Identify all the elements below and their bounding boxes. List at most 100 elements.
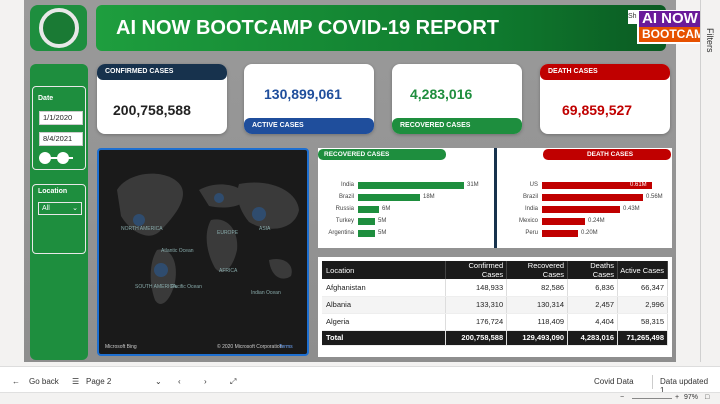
zoom-out-icon[interactable]: − (620, 394, 625, 401)
bar-row[interactable]: India 0.43M (525, 205, 652, 214)
bar-category-label: Brazil (522, 194, 538, 200)
fit-page-icon[interactable]: □ (705, 394, 710, 401)
bar[interactable] (542, 182, 652, 189)
bar-row[interactable]: Peru 0.20M (525, 229, 652, 238)
col-active[interactable]: Active Cases (617, 261, 668, 279)
zoom-slider[interactable] (632, 398, 672, 399)
bar-row[interactable]: Turkey 5M (336, 217, 464, 226)
table-row[interactable]: Albania 133,310 130,314 2,457 2,996 (322, 296, 668, 314)
zoom-in-icon[interactable]: + (675, 394, 680, 401)
bar[interactable] (358, 230, 375, 237)
bar-row[interactable]: US 0.61M (530, 181, 652, 190)
recovered-chart-title: RECOVERED CASES (318, 149, 446, 160)
bar-value-label: 0.20M (581, 230, 598, 236)
kpi-confirmed-label: CONFIRMED CASES (97, 64, 227, 80)
bar-category-label: US (529, 182, 538, 188)
cases-table: Location Confirmed Cases Recovered Cases… (322, 261, 668, 346)
bar-row[interactable]: Brazil 0.56M (523, 193, 663, 202)
filters-pane[interactable]: Filters (700, 0, 720, 362)
table-row[interactable]: Afghanistan 148,933 82,586 6,836 66,347 (322, 279, 668, 297)
bar[interactable] (542, 206, 620, 213)
bar-row[interactable]: Russia 6M (336, 205, 464, 214)
dataset-name: Covid Data (594, 377, 634, 386)
kpi-confirmed-value: 200,758,588 (113, 102, 191, 118)
bar-row[interactable]: Brazil 18M (339, 193, 464, 202)
location-value: All (42, 205, 50, 212)
date-slicer: Date 1/1/2020 8/4/2021 (32, 86, 86, 170)
date-start-input[interactable]: 1/1/2020 (39, 111, 83, 125)
bar-category-label: Turkey (335, 218, 354, 224)
chevron-down-icon: ⌄ (72, 205, 78, 212)
bar-value-label: 5M (378, 230, 387, 236)
cell-active: 2,996 (617, 296, 668, 314)
cell-recovered: 130,314 (506, 296, 569, 314)
table-row[interactable]: Algeria 176,724 118,409 4,404 58,315 (322, 313, 668, 331)
bar[interactable] (358, 182, 464, 189)
bar-row[interactable]: Argentina 5M (328, 229, 464, 238)
prev-page-icon[interactable]: ‹ (178, 377, 181, 386)
filters-label[interactable]: Filters (705, 28, 715, 53)
map-label-asia: ASIA (259, 226, 271, 232)
kpi-confirmed: CONFIRMED CASES 200,758,588 (97, 64, 227, 134)
date-end-input[interactable]: 8/4/2021 (39, 132, 83, 146)
map-copyright: © 2020 Microsoft Corporation (217, 344, 283, 350)
slider-start-handle[interactable] (39, 152, 51, 164)
slider-end-handle[interactable] (57, 152, 69, 164)
sidebar: Date 1/1/2020 8/4/2021 Location All ⌄ (30, 64, 88, 360)
location-slicer: Location All ⌄ (32, 184, 86, 254)
bar[interactable] (358, 194, 420, 201)
bar[interactable] (358, 206, 379, 213)
page-selector[interactable]: Page 2 (86, 377, 112, 386)
chevron-down-icon[interactable]: ⌄ (155, 377, 162, 386)
recovered-cases-chart: RECOVERED CASES India 31M Brazil 18M Russia 6… (318, 148, 494, 248)
logo-ring-icon (39, 8, 79, 48)
pages-icon[interactable]: ☰ (72, 377, 80, 386)
cell-location: Algeria (322, 313, 447, 331)
col-deaths[interactable]: Deaths Cases (567, 261, 618, 279)
bar[interactable] (542, 218, 585, 225)
cell-location: Afghanistan (322, 279, 447, 297)
bar-category-label: India (340, 182, 354, 188)
kpi-active-label: ACTIVE CASES (244, 118, 374, 134)
cell-recovered: 82,586 (506, 279, 569, 297)
fullscreen-icon[interactable]: ⤢ (230, 377, 237, 386)
kpi-recovered-value: 4,283,016 (410, 86, 473, 102)
next-page-icon[interactable]: › (204, 377, 207, 386)
kpi-death-label: DEATH CASES (540, 64, 670, 80)
col-location[interactable]: Location (322, 261, 447, 279)
logo (30, 5, 87, 51)
go-back-button[interactable]: Go back (29, 377, 59, 386)
map-label-pacific: Pacific Ocean (171, 284, 202, 290)
bar-row[interactable]: Mexico 0.24M (519, 217, 652, 226)
bar-value-label: 0.43M (623, 206, 640, 212)
map-terms-link[interactable]: Terms (279, 344, 293, 350)
date-range-slider[interactable] (39, 152, 79, 164)
kpi-active: 130,899,061 ACTIVE CASES (244, 64, 374, 134)
bar-value-label: 18M (423, 194, 435, 200)
bar-category-label: Russia (335, 206, 354, 212)
col-confirmed[interactable]: Confirmed Cases (445, 261, 508, 279)
bar[interactable] (358, 218, 375, 225)
cell-active: 66,347 (617, 279, 668, 297)
map-provider: Microsoft Bing (105, 344, 137, 350)
kpi-death: DEATH CASES 69,859,527 (540, 64, 670, 134)
back-arrow-icon[interactable]: ← (12, 377, 20, 386)
bar[interactable] (542, 230, 578, 237)
bar-category-label: India (524, 206, 538, 212)
world-map[interactable]: NORTH AMERICA EUROPE ASIA AFRICA SOUTH A… (97, 148, 309, 356)
bar[interactable] (542, 194, 643, 201)
death-cases-chart: DEATH CASES US 0.61M Brazil 0.56M India 0.43M… (497, 148, 672, 248)
total-label: Total (322, 330, 447, 346)
cell-location: Albania (322, 296, 447, 314)
col-recovered[interactable]: Recovered Cases (506, 261, 569, 279)
map-label-atlantic: Atlantic Ocean (161, 248, 194, 254)
map-label-south-america: SOUTH AMERICA (135, 284, 177, 290)
location-dropdown[interactable]: All ⌄ (38, 202, 82, 215)
map-label-europe: EUROPE (217, 230, 239, 236)
bar-value-label: 5M (378, 218, 387, 224)
bar-value-label: 0.24M (588, 218, 605, 224)
zoom-level[interactable]: 97% (684, 394, 699, 401)
cases-table-panel: Location Confirmed Cases Recovered Cases… (318, 257, 672, 357)
bar-row[interactable]: India 31M (341, 181, 479, 190)
cell-deaths: 4,404 (567, 313, 618, 331)
